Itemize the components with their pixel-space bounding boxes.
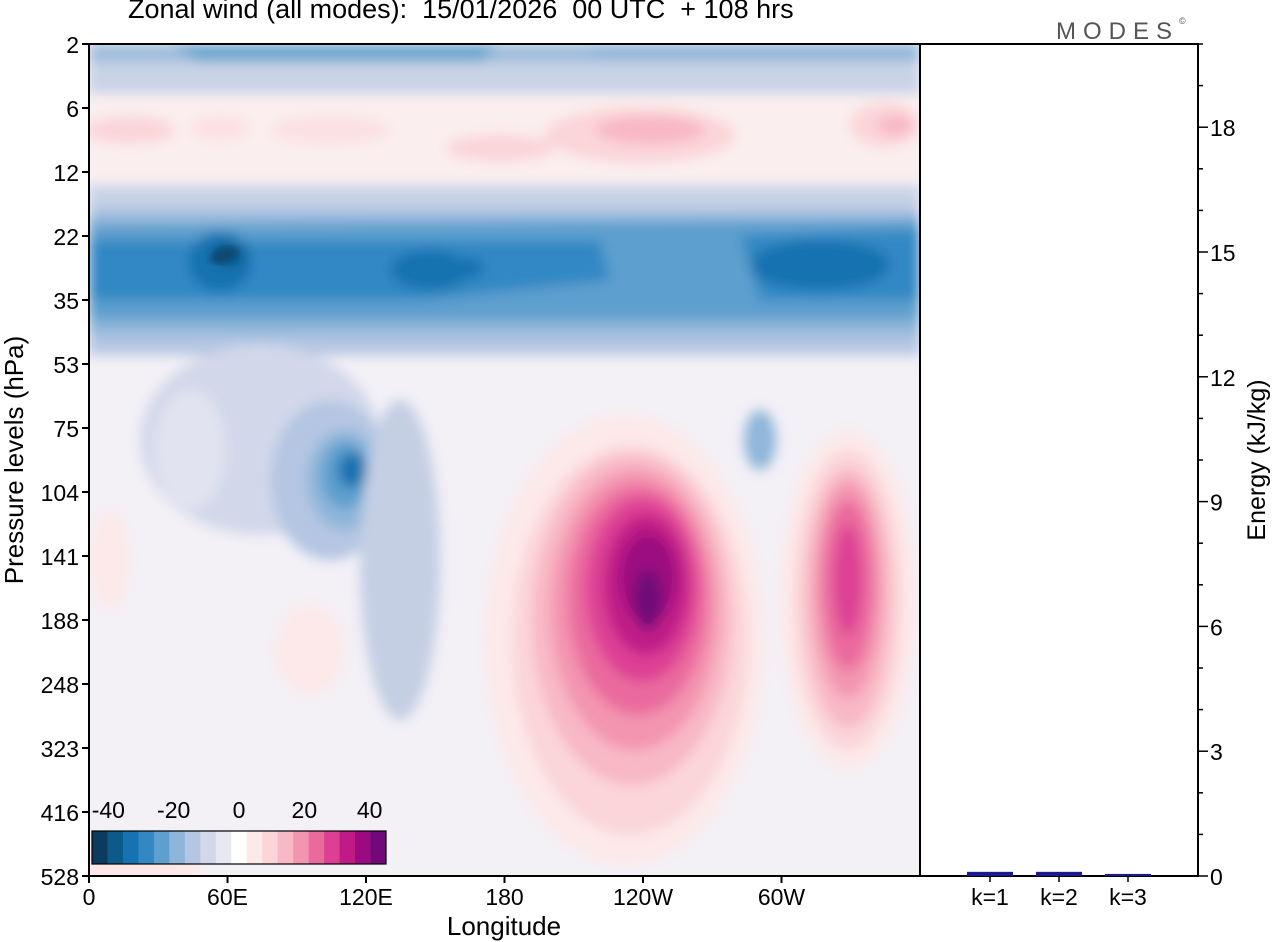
colorbar-frame <box>91 830 387 865</box>
colorbar-swatch <box>184 831 201 864</box>
y-tick-label: 6 <box>66 96 79 122</box>
colorbar-swatch <box>92 831 108 864</box>
energy-tick-label: 15 <box>1210 240 1236 266</box>
heatmap-field <box>89 44 920 876</box>
x-tick-label: 180 <box>485 884 523 910</box>
colorbar-swatch <box>138 831 155 864</box>
copyright-mark: © <box>1179 16 1186 26</box>
y-tick-label: 2 <box>66 32 79 58</box>
energy-panel-frame <box>919 43 1199 877</box>
heatmap-y-label: Pressure levels (hPa) <box>0 336 29 585</box>
x-tick-label: 0 <box>83 884 96 910</box>
colorbar-swatch <box>308 831 325 864</box>
modes-logo-text: MODES <box>1056 18 1180 45</box>
colorbar-swatch <box>153 831 170 864</box>
colorbar-swatch <box>262 831 279 864</box>
energy-bar-chart: 0 3 6 9 12 15 18 k=1 k=2 k=3 Energy (kJ/kg) <box>919 43 1271 910</box>
energy-tick-label: 12 <box>1210 365 1236 391</box>
x-tick-label: 120W <box>613 884 673 910</box>
y-tick-label: 141 <box>41 544 79 570</box>
colorbar-swatch <box>324 831 341 864</box>
x-tick-label: 60W <box>758 884 806 910</box>
energy-x-tick-label: k=3 <box>1109 884 1147 910</box>
energy-y-label: Energy (kJ/kg) <box>1243 379 1271 540</box>
energy-x-tick-label: k=1 <box>971 884 1009 910</box>
colorbar-labels: -40 -20 0 20 40 <box>92 797 383 823</box>
chart-title: Zonal wind (all modes): 15/01/2026 00 UT… <box>128 0 794 24</box>
y-tick-label: 12 <box>53 160 79 186</box>
y-tick-label: 75 <box>53 416 79 442</box>
energy-tick-label: 9 <box>1210 490 1223 516</box>
colorbar-swatch <box>370 831 387 864</box>
colorbar-swatch <box>122 831 139 864</box>
y-tick-label: 22 <box>53 224 79 250</box>
colorbar-swatch <box>339 831 356 864</box>
colorbar-swatch <box>107 831 124 864</box>
colorbar-swatch <box>200 831 217 864</box>
energy-tick-label: 18 <box>1210 115 1236 141</box>
y-tick-label: 188 <box>41 608 79 634</box>
heatmap-x-label: Longitude <box>447 911 561 941</box>
colorbar-swatch <box>231 831 248 864</box>
colorbar-tick-label: -20 <box>157 797 190 823</box>
heatmap-x-axis: 0 60E 120E 180 120W 60W <box>83 876 806 910</box>
heatmap-y-axis: 2 6 12 22 35 53 75 104 141 188 248 323 416 528 <box>41 32 89 890</box>
y-tick-label: 416 <box>41 800 79 826</box>
y-tick-label: 528 <box>41 864 79 890</box>
y-tick-label: 248 <box>41 672 79 698</box>
y-tick-label: 323 <box>41 736 79 762</box>
colorbar-swatch <box>355 831 372 864</box>
colorbar-tick-label: 0 <box>233 797 246 823</box>
energy-tick-label: 6 <box>1210 614 1223 640</box>
energy-y-axis: 0 3 6 9 12 15 18 <box>1198 43 1236 890</box>
energy-x-tick-label: k=2 <box>1040 884 1078 910</box>
colorbar-swatch <box>215 831 232 864</box>
y-tick-label: 35 <box>53 288 79 314</box>
colorbar-tick-label: 40 <box>357 797 383 823</box>
colorbar-swatch <box>293 831 310 864</box>
colorbar-swatches <box>92 831 387 864</box>
energy-bar <box>967 871 1013 876</box>
energy-bar <box>1036 871 1082 876</box>
colorbar-swatch <box>277 831 294 864</box>
y-tick-label: 104 <box>41 480 80 506</box>
energy-x-axis: k=1 k=2 k=3 <box>971 876 1147 910</box>
energy-tick-label: 3 <box>1210 739 1223 765</box>
energy-tick-label: 0 <box>1210 864 1223 890</box>
x-tick-label: 60E <box>207 884 248 910</box>
x-tick-label: 120E <box>339 884 393 910</box>
colorbar-swatch <box>246 831 263 864</box>
colorbar-tick-label: 20 <box>292 797 318 823</box>
colorbar-swatch <box>169 831 186 864</box>
energy-bar <box>1105 873 1151 876</box>
colorbar-tick-label: -40 <box>92 797 125 823</box>
y-tick-label: 53 <box>53 352 79 378</box>
energy-bars <box>967 871 1151 876</box>
modes-logo: MODES© <box>1056 16 1186 46</box>
colorbar: -40 -20 0 20 40 <box>91 797 387 865</box>
heatmap-plot: 2 6 12 22 35 53 75 104 141 188 248 323 416 528 0 60E 12… <box>0 32 921 941</box>
